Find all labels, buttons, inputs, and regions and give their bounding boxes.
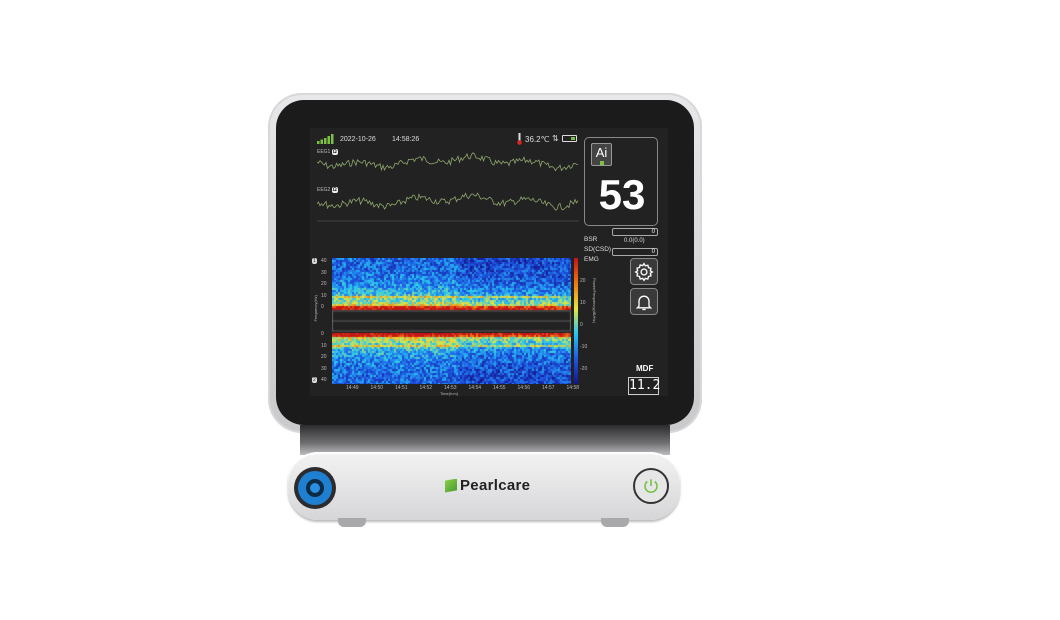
x-tick: 14:56: [517, 385, 531, 391]
index-panel: Ai 53: [584, 137, 658, 226]
y-tick: 40: [321, 258, 327, 264]
y-axis-label: Frequency(Hz): [313, 295, 318, 322]
leaf-logo-icon: [445, 478, 457, 493]
sd-csd-label: SD(CSD): [584, 246, 612, 253]
x-tick: 14:49: [346, 385, 359, 391]
y-tick: 30: [321, 365, 327, 372]
y-tick: 0: [321, 331, 324, 337]
alarm-button[interactable]: [630, 288, 658, 315]
y-tick: 10: [321, 292, 327, 299]
eeg2-waveform: [317, 192, 579, 211]
x-tick: 14:50: [370, 385, 384, 391]
sensor-port[interactable]: [294, 467, 336, 509]
signal-bars-icon: [317, 134, 334, 144]
params-list: BSR 0 SD(CSD) 0.0(0.0) EMG 0: [584, 228, 658, 263]
monitor-neck: [300, 425, 670, 455]
screen: 2022-10-26 14:58:26 36.2℃ ⇅ EEG1 Ω EEG2 …: [310, 128, 668, 396]
spectrogram-heatmap: [332, 258, 571, 384]
eeg1-waveform: [317, 152, 579, 172]
y-tick: 40: [321, 377, 327, 383]
emg-label: EMG: [584, 256, 599, 263]
x-axis-label: Time(h:m): [440, 391, 459, 396]
y-tick: 30: [321, 269, 327, 276]
eeg-waveforms: [317, 152, 579, 222]
up-down-arrows-icon: ⇅: [552, 134, 559, 143]
channel-1-badge: 1: [312, 258, 317, 264]
colorbar-tick: -10: [580, 344, 588, 350]
bell-icon: [635, 295, 653, 310]
colorbar-tick: 10: [580, 300, 586, 306]
foot-left: [338, 518, 366, 527]
index-value: 53: [598, 171, 646, 218]
x-tick: 14:55: [493, 385, 506, 391]
foot-right: [601, 518, 629, 527]
colorbar-label: Power/Frequency(dB/Hz): [592, 278, 597, 323]
mdf-label: MDF: [636, 364, 654, 373]
x-tick: 14:53: [444, 385, 457, 391]
sd-csd-value: 0.0(0.0): [624, 238, 645, 244]
brand-logo: Pearlcare: [445, 477, 530, 494]
power-button[interactable]: [633, 468, 669, 504]
monitor-base: [288, 452, 680, 520]
x-tick: 14:54: [468, 385, 482, 391]
colorbar-tick: 0: [580, 322, 583, 328]
mdf-value: 11.2: [628, 377, 661, 395]
emg-value: 0: [612, 248, 658, 256]
x-tick: 14:52: [419, 385, 433, 391]
date: 2022-10-26: [340, 136, 376, 143]
thermometer-icon: [517, 133, 522, 145]
bsr-label: BSR: [584, 236, 598, 243]
eeg1-label: EEG1 Ω: [317, 149, 338, 155]
time: 14:58:26: [392, 136, 420, 143]
battery-icon: [562, 135, 577, 142]
power-icon: [644, 479, 658, 493]
eeg2-label: EEG2 Ω: [317, 187, 338, 193]
x-tick: 14:51: [395, 385, 408, 391]
colorbar: [574, 258, 578, 384]
channel-2-badge: 2: [312, 377, 317, 383]
colorbar-tick: 20: [580, 278, 586, 284]
bsr-value: 0: [612, 228, 658, 236]
gear-icon: [634, 261, 654, 282]
y-tick: 10: [321, 342, 327, 349]
x-tick: 14:58: [566, 385, 580, 391]
y-tick: 0: [321, 304, 324, 310]
y-tick: 20: [321, 354, 327, 360]
colorbar-tick: -20: [580, 366, 588, 372]
temperature: 36.2℃: [525, 135, 550, 144]
y-tick: 20: [321, 281, 327, 287]
x-tick: 14:57: [542, 385, 555, 391]
ai-icon: Ai: [591, 143, 612, 166]
settings-button[interactable]: [630, 258, 658, 285]
